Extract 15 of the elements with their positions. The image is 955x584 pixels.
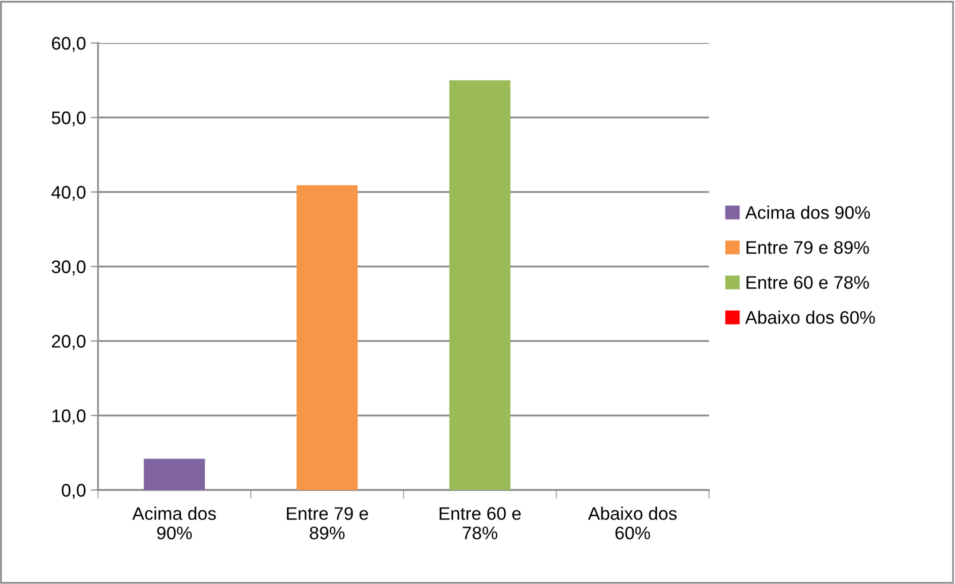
x-tick-label: Entre 79 e 89% (286, 507, 368, 540)
x-tick-label: Acima dos 90% (132, 506, 216, 540)
y-tick-label: 40,0 (51, 186, 86, 201)
y-tick-label: 20,0 (52, 334, 86, 350)
y-tick-label: 30,0 (52, 260, 86, 276)
y-tick-label: 10,0 (52, 409, 86, 424)
y-tick-label: 50,0 (52, 111, 86, 126)
legend-label: Entre 79 e 89% (746, 241, 869, 254)
legend-label: Abaixo dos 60% (745, 310, 875, 324)
legend-label: Acima dos 90% (745, 206, 870, 219)
x-tick-label: Entre 60 e 78% (440, 507, 521, 540)
y-tick-label: 60,0 (52, 36, 86, 52)
y-tick-label: 0,0 (62, 484, 86, 499)
x-tick-label: Abaixo dos 60% (588, 506, 677, 540)
legend-label: Entre 60 e 78% (746, 276, 869, 289)
